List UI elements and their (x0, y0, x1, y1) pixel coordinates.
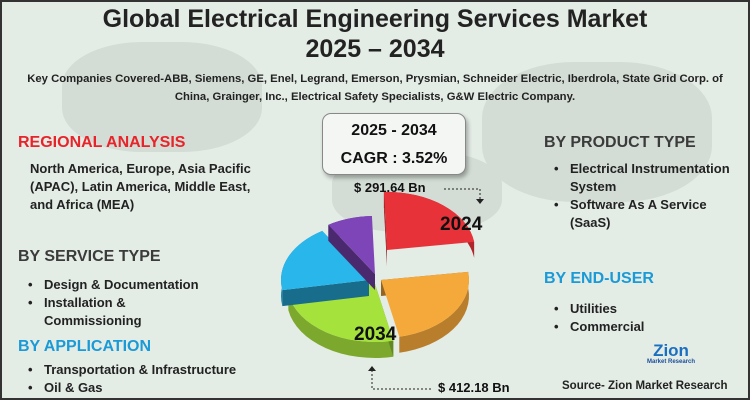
source-text: Source- Zion Market Research (562, 380, 728, 392)
slice-2024 (383, 192, 475, 250)
slice-purple (328, 216, 375, 274)
regional-text: North America, Europe, Asia Pacific (APA… (30, 161, 251, 212)
application-heading: BY APPLICATION (18, 338, 152, 355)
product-heading: BY PRODUCT TYPE (544, 134, 696, 151)
product-list: Electrical Instrumentation System Softwa… (550, 160, 748, 232)
list-item: Electrical Instrumentation System (550, 160, 748, 196)
application-list: Transportation & Infrastructure Oil & Ga… (24, 361, 314, 397)
list-item: Utilities (550, 300, 748, 318)
title-line: Global Electrical Engineering Services M… (102, 5, 648, 33)
enduser-list: Utilities Commercial (550, 300, 748, 336)
list-item: Transportation & Infrastructure (24, 361, 314, 379)
cagr-box: 2025 - 2034 CAGR : 3.52% (322, 113, 466, 175)
list-item: Software As A Service (SaaS) (550, 196, 748, 232)
slice-blue (281, 230, 369, 291)
enduser-heading: BY END-USER (544, 270, 654, 287)
list-item: Oil & Gas (24, 379, 314, 397)
cagr-period: 2025 - 2034 (351, 122, 437, 139)
page-title: Global Electrical Engineering Services M… (2, 4, 748, 64)
cagr-value: CAGR : 3.52% (340, 150, 448, 167)
map-background (62, 42, 262, 152)
list-item: Design & Documentation (24, 276, 224, 294)
label-2024: 2024 (440, 214, 483, 235)
slice-2024-wall (383, 192, 387, 266)
title-years: 2025 – 2034 (305, 35, 445, 63)
leader-line-2034 (371, 370, 432, 390)
service-heading: BY SERVICE TYPE (18, 248, 161, 265)
value-2034: $ 412.18 Bn (438, 380, 510, 395)
zion-logo: Zion Market Research (647, 342, 695, 365)
arrow-2034 (368, 366, 376, 371)
list-item: Installation & Commissioning (24, 294, 224, 330)
arrow-2024 (476, 199, 484, 204)
regional-heading: REGIONAL ANALYSIS (18, 134, 186, 151)
list-item: Commercial (550, 318, 748, 336)
key-companies: Key Companies Covered-ABB, Siemens, GE, … (27, 73, 723, 103)
logo-name: Zion (653, 341, 689, 360)
slice-orange-side (399, 271, 470, 353)
label-2034: 2034 (354, 324, 397, 345)
value-2024: $ 291.64 Bn (354, 180, 426, 195)
slice-2034-side (288, 294, 394, 359)
slice-purple-wall (328, 224, 375, 290)
logo-sub: Market Research (647, 359, 696, 365)
service-list: Design & Documentation Installation & Co… (24, 276, 224, 330)
leader-line-2024 (444, 188, 481, 200)
slice-blue-wall (282, 280, 369, 307)
slice-orange (381, 271, 469, 337)
